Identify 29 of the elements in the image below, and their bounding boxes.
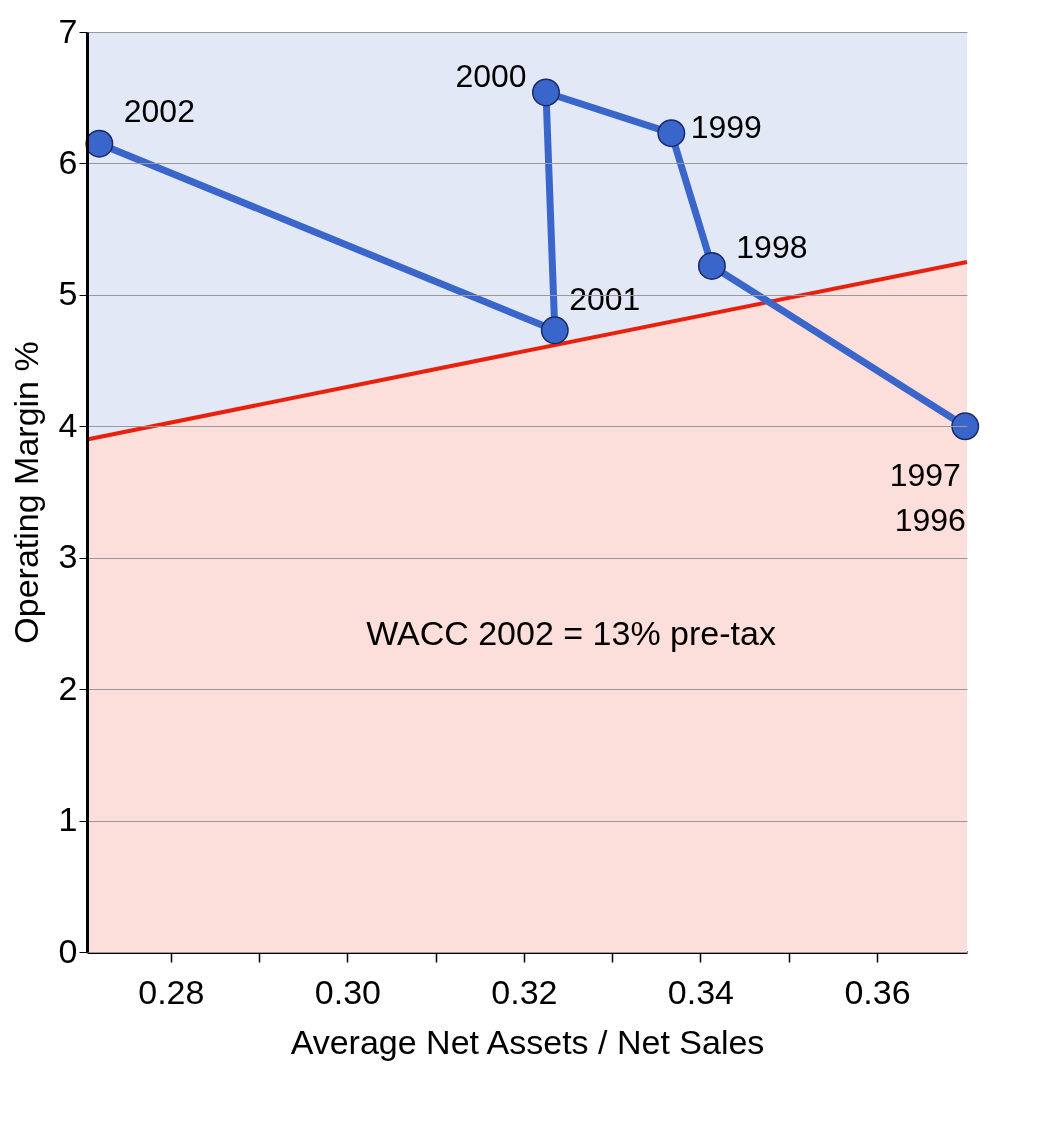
annotation: 1997 [889,457,961,494]
point [657,119,686,148]
point [540,316,569,345]
y-axis-title: Operating Margin % [6,341,45,644]
annotation: 1996 [894,502,966,539]
point [697,251,726,280]
y-tick-label: 7 [58,11,78,50]
y-tick-label: 4 [58,405,78,444]
x-tick-label: 0.34 [667,972,735,1011]
annotation: 1998 [736,228,808,265]
y-tick-label: 0 [58,931,78,970]
annotation: 2001 [569,281,641,318]
y-tick-label: 1 [58,800,78,839]
x-tick-label: 0.36 [844,972,911,1011]
annotation: WACC 2002 = 13% pre-tax [366,613,776,652]
annotation: 1999 [690,109,762,146]
x-tick-label: 0.28 [138,972,205,1011]
point [85,129,114,158]
x-tick-label: 0.32 [491,972,558,1011]
point [532,78,560,107]
point [951,412,980,441]
y-tick-label: 3 [58,537,78,576]
x-tick-label: 0.30 [314,972,381,1011]
annotation: 2000 [455,58,527,95]
annotation: 2002 [123,92,195,129]
x-axis-title: Average Net Assets / Net Sales [290,1022,765,1061]
y-tick-label: 2 [58,668,78,707]
y-tick-label: 5 [58,274,78,313]
y-tick-label: 6 [58,142,78,181]
